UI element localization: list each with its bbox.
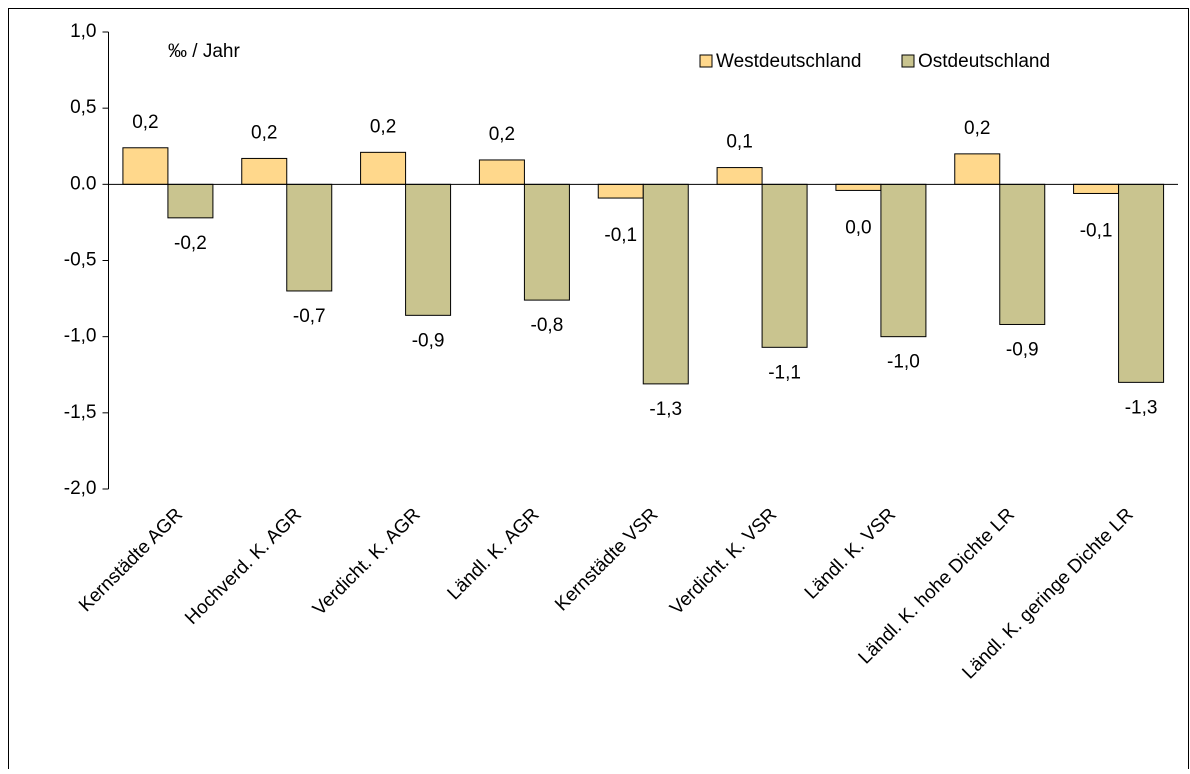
x-tick-label: Verdicht. K. VSR xyxy=(666,504,781,619)
x-tick-label: Kernstädte AGR xyxy=(75,504,187,616)
bar xyxy=(241,157,288,185)
x-tick-label: Verdicht. K. AGR xyxy=(309,504,425,620)
value-label: -0,9 xyxy=(412,330,445,351)
y-tick-label: 0.0 xyxy=(70,173,96,194)
value-label: -0,8 xyxy=(531,315,564,336)
y-tick-label: -1,5 xyxy=(64,402,97,423)
y-tick-label: -0,5 xyxy=(64,250,97,271)
bar xyxy=(954,153,1001,185)
x-tick-label: Kernstädte VSR xyxy=(551,504,662,615)
legend-swatch xyxy=(699,54,713,68)
bar xyxy=(835,183,882,191)
bar xyxy=(1118,183,1165,383)
bar xyxy=(716,167,763,185)
bar xyxy=(761,183,808,348)
bar xyxy=(405,183,452,316)
bar xyxy=(999,183,1046,325)
bar xyxy=(167,183,214,219)
bar xyxy=(1073,183,1120,194)
value-label: 0,2 xyxy=(964,118,990,139)
bar xyxy=(642,183,689,385)
value-label: 0,0 xyxy=(845,217,871,238)
value-label: 0,2 xyxy=(132,112,158,133)
value-label: -1,0 xyxy=(887,352,920,373)
legend-swatch xyxy=(901,54,915,68)
value-label: 0,2 xyxy=(370,116,396,137)
chart-frame xyxy=(8,8,1189,774)
value-label: -0,1 xyxy=(1080,220,1113,241)
bar xyxy=(880,183,927,338)
value-label: -0,2 xyxy=(174,233,207,254)
unit-annotation: ‰ / Jahr xyxy=(168,41,240,62)
bar xyxy=(122,147,169,185)
y-tick-label: -1,0 xyxy=(64,326,97,347)
bar xyxy=(597,183,644,199)
value-label: -0,9 xyxy=(1006,339,1039,360)
legend-label: Westdeutschland xyxy=(716,51,861,72)
value-label: -0,1 xyxy=(604,225,637,246)
value-label: -1,3 xyxy=(1125,397,1158,418)
x-tick-label: Ländl. K. AGR xyxy=(444,504,544,604)
legend-label: Ostdeutschland xyxy=(918,51,1050,72)
y-tick-label: -2,0 xyxy=(64,478,97,499)
value-label: 0,2 xyxy=(251,122,277,143)
value-label: -0,7 xyxy=(293,306,326,327)
y-tick-label: 0,5 xyxy=(70,97,96,118)
value-label: -1,3 xyxy=(649,399,682,420)
value-label: 0,1 xyxy=(726,132,752,153)
bar xyxy=(360,151,407,185)
bar xyxy=(286,183,333,292)
y-tick-label: 1,0 xyxy=(70,21,96,42)
x-tick-label: Ländl. K. VSR xyxy=(801,504,900,603)
value-label: -1,1 xyxy=(768,362,801,383)
bar xyxy=(523,183,570,301)
x-tick-label: Hochverd. K. AGR xyxy=(181,504,306,629)
value-label: 0,2 xyxy=(489,124,515,145)
bar xyxy=(478,159,525,185)
